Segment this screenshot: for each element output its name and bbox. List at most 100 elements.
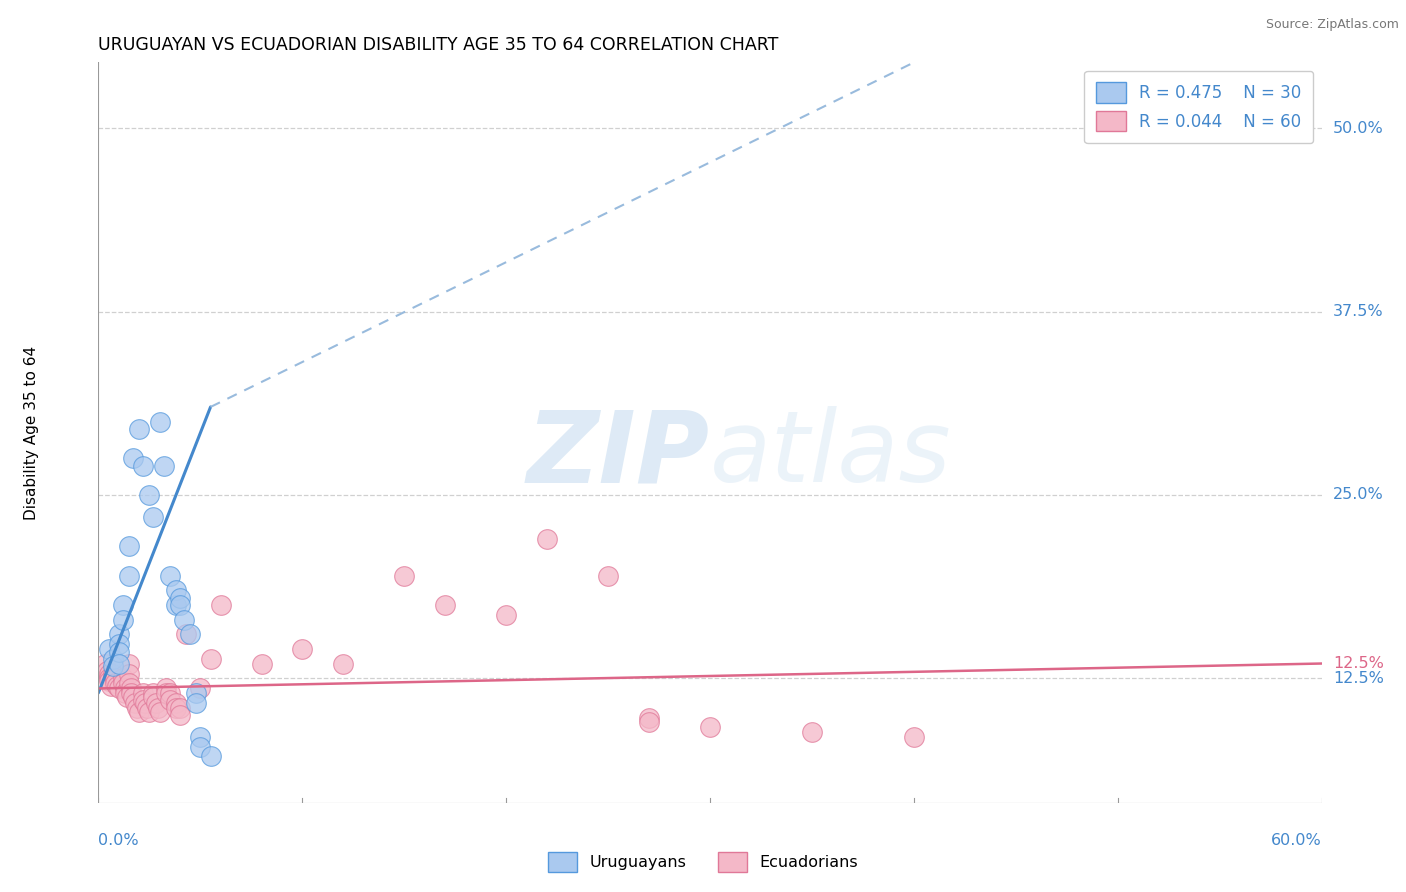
Point	[100, 679, 122, 693]
Point	[142, 690, 165, 705]
Point	[200, 748, 222, 763]
Point	[111, 671, 134, 685]
Point	[118, 666, 141, 681]
Point	[127, 700, 149, 714]
Point	[598, 568, 620, 582]
Point	[142, 686, 165, 700]
Point	[122, 690, 145, 705]
Point	[188, 740, 212, 755]
Point	[101, 666, 124, 681]
Point	[114, 686, 136, 700]
Text: 60.0%: 60.0%	[1271, 833, 1322, 848]
Point	[105, 679, 128, 693]
Point	[128, 422, 150, 436]
Point	[118, 539, 141, 553]
Point	[108, 637, 131, 651]
Point	[108, 645, 131, 659]
Text: 0.0%: 0.0%	[98, 833, 139, 848]
Point	[209, 598, 232, 612]
Point	[165, 696, 187, 710]
Point	[118, 568, 141, 582]
Point	[188, 681, 212, 696]
Point	[108, 627, 131, 641]
Text: 25.0%: 25.0%	[1333, 487, 1384, 502]
Point	[136, 700, 159, 714]
Text: Source: ZipAtlas.com: Source: ZipAtlas.com	[1265, 18, 1399, 31]
Point	[97, 671, 120, 685]
Text: 12.5%: 12.5%	[1333, 656, 1384, 671]
Point	[134, 696, 156, 710]
Point	[118, 657, 141, 671]
Point	[108, 681, 131, 696]
Point	[155, 686, 177, 700]
Point	[165, 598, 187, 612]
Point	[97, 666, 120, 681]
Point	[165, 700, 187, 714]
Point	[122, 451, 145, 466]
Point	[200, 652, 222, 666]
Point	[173, 613, 195, 627]
Point	[115, 690, 138, 705]
Text: ZIP: ZIP	[527, 407, 710, 503]
Point	[118, 675, 141, 690]
Text: Disability Age 35 to 64: Disability Age 35 to 64	[24, 345, 38, 520]
Point	[97, 641, 120, 656]
Point	[111, 675, 134, 690]
Point	[108, 657, 131, 671]
Point	[120, 681, 142, 696]
Point	[159, 568, 181, 582]
Point	[188, 730, 212, 744]
Text: atlas: atlas	[710, 407, 952, 503]
Point	[155, 681, 177, 696]
Point	[142, 510, 165, 524]
Point	[138, 488, 160, 502]
Point	[138, 705, 160, 719]
Point	[101, 652, 124, 666]
Point	[132, 686, 155, 700]
Point	[186, 696, 208, 710]
Point	[149, 415, 172, 429]
Text: 37.5%: 37.5%	[1333, 304, 1384, 319]
Point	[104, 671, 127, 685]
Text: 50.0%: 50.0%	[1333, 121, 1384, 136]
Point	[159, 686, 181, 700]
Point	[111, 598, 134, 612]
Point	[179, 627, 201, 641]
Point	[146, 700, 169, 714]
Point	[149, 705, 172, 719]
Point	[392, 568, 416, 582]
Point	[903, 730, 925, 744]
Point	[124, 696, 146, 710]
Legend: R = 0.475    N = 30, R = 0.044    N = 60: R = 0.475 N = 30, R = 0.044 N = 60	[1084, 70, 1313, 143]
Point	[536, 532, 558, 546]
Point	[128, 705, 150, 719]
Point	[186, 686, 208, 700]
Legend: Uruguayans, Ecuadorians: Uruguayans, Ecuadorians	[540, 844, 866, 880]
Point	[699, 720, 721, 734]
Point	[132, 458, 155, 473]
Point	[101, 659, 124, 673]
Point	[434, 598, 457, 612]
Point	[637, 711, 661, 725]
Point	[495, 608, 517, 623]
Point	[97, 674, 120, 689]
Point	[111, 613, 134, 627]
Point	[801, 725, 824, 739]
Point	[104, 675, 127, 690]
Point	[174, 627, 197, 641]
Point	[159, 693, 181, 707]
Text: URUGUAYAN VS ECUADORIAN DISABILITY AGE 35 TO 64 CORRELATION CHART: URUGUAYAN VS ECUADORIAN DISABILITY AGE 3…	[98, 36, 779, 54]
Point	[120, 686, 142, 700]
Point	[169, 598, 191, 612]
Point	[93, 657, 115, 671]
Point	[169, 700, 191, 714]
Point	[145, 696, 167, 710]
Point	[132, 693, 155, 707]
Text: 12.5%: 12.5%	[1333, 671, 1384, 686]
Point	[165, 583, 187, 598]
Point	[96, 664, 118, 678]
Point	[152, 458, 174, 473]
Point	[114, 681, 136, 696]
Point	[291, 641, 314, 656]
Point	[169, 591, 191, 605]
